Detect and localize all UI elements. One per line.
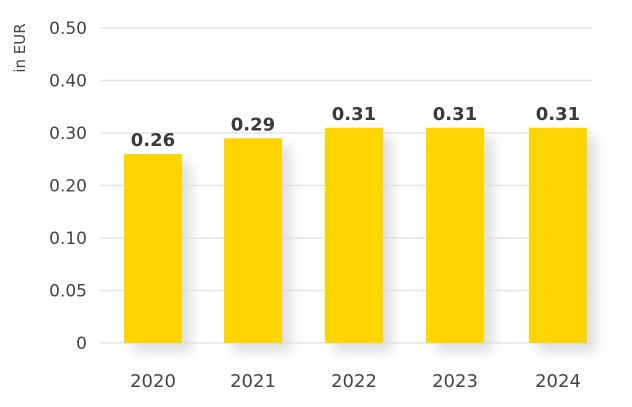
x-tick-label-2024: 2024 <box>535 371 581 392</box>
y-tick-label: 0.50 <box>49 19 87 39</box>
bar-2023 <box>426 127 484 343</box>
data-label-2024: 0.31 <box>536 104 580 125</box>
data-label-2022: 0.31 <box>332 104 376 125</box>
x-axis: 2020 2021 2022 2023 2024 <box>130 371 581 392</box>
x-tick-label-2021: 2021 <box>230 371 276 392</box>
y-axis: 0 0.05 0.10 0.20 0.30 0.40 0.50 <box>49 19 87 354</box>
y-tick-label: 0.10 <box>49 229 87 249</box>
x-tick-label-2022: 2022 <box>331 371 377 392</box>
data-label-2020: 0.26 <box>131 130 175 151</box>
data-label-2021: 0.29 <box>231 114 275 135</box>
y-tick-label: 0.05 <box>49 282 87 302</box>
y-tick-label: 0 <box>76 334 87 354</box>
bar-2022 <box>325 127 383 343</box>
bar-2024 <box>529 127 587 343</box>
x-tick-label-2020: 2020 <box>130 371 176 392</box>
y-tick-label: 0.30 <box>49 124 87 144</box>
bar-2020 <box>124 154 182 343</box>
y-axis-title: in EUR <box>11 23 29 72</box>
y-tick-label: 0.40 <box>49 72 87 92</box>
bar-2021 <box>224 138 282 343</box>
x-tick-label-2023: 2023 <box>432 371 478 392</box>
data-labels: 0.26 0.29 0.31 0.31 0.31 <box>131 104 580 151</box>
data-label-2023: 0.31 <box>433 104 477 125</box>
bars <box>124 127 587 343</box>
y-tick-label: 0.20 <box>49 177 87 197</box>
